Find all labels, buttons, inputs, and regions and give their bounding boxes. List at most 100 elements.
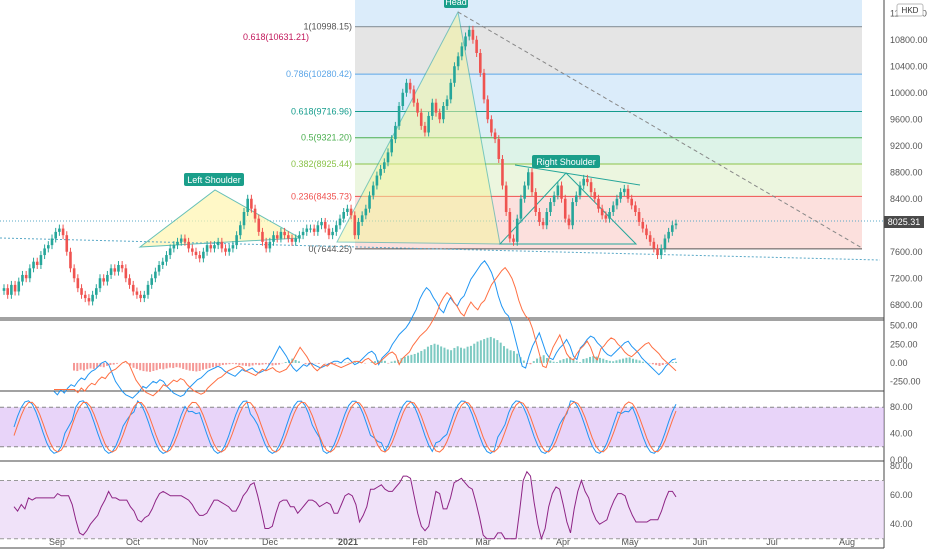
- candle-body: [394, 125, 397, 140]
- macd-hist-bar: [443, 347, 446, 363]
- price-tick-label: 7200.00: [890, 273, 923, 283]
- macd-hist-bar: [195, 362, 198, 372]
- candle-body: [290, 238, 294, 242]
- candle-body: [375, 175, 379, 186]
- macd-hist-bar: [327, 362, 330, 364]
- time-tick-label: Nov: [192, 537, 209, 547]
- shoulder-line: [514, 164, 641, 186]
- candle-body: [298, 235, 301, 239]
- candle-body: [172, 245, 176, 249]
- candle-body: [383, 162, 386, 169]
- macd-hist-bar: [225, 362, 228, 365]
- macd-hist-bar: [192, 362, 195, 372]
- macd-hist-bar: [555, 362, 558, 363]
- candle-body: [386, 152, 390, 163]
- macd-hist-bar: [456, 346, 459, 363]
- candle-body: [567, 218, 571, 226]
- price-axis: 11200.0010800.0010400.0010000.009600.009…: [890, 8, 928, 529]
- fib-level-label: 0.382(8925.44): [291, 159, 352, 169]
- macd-pane: [53, 260, 677, 399]
- candle-body: [593, 192, 597, 199]
- candle-body: [246, 198, 249, 212]
- macd-hist-bar: [142, 362, 145, 372]
- macd-hist-bar: [393, 360, 396, 363]
- candle-body: [434, 102, 438, 113]
- candle-body: [490, 119, 493, 133]
- macd-hist-bar: [215, 362, 218, 367]
- macd-hist-bar: [522, 360, 525, 363]
- macd-hist-bar: [532, 361, 535, 363]
- fib-level-label: 0.236(8435.73): [291, 191, 352, 201]
- candle-body: [6, 288, 9, 295]
- stoch-tick-label: 0.00: [890, 455, 908, 465]
- macd-hist-bar: [430, 344, 433, 363]
- currency-badge[interactable]: HKD: [896, 3, 924, 17]
- candle-body: [608, 212, 611, 219]
- candle-body: [442, 106, 445, 120]
- candle-body: [397, 106, 401, 126]
- macd-hist-bar: [512, 351, 515, 363]
- macd-hist-bar: [605, 360, 608, 363]
- candle-body: [360, 215, 364, 222]
- macd-hist-bar: [479, 340, 482, 363]
- candle-body: [645, 228, 648, 236]
- macd-hist-bar: [529, 362, 532, 365]
- candle-body: [449, 82, 453, 100]
- candle-body: [623, 188, 626, 193]
- candle-body: [279, 231, 283, 239]
- pattern-badge: [444, 0, 468, 8]
- candle-body: [183, 238, 187, 242]
- candle-body: [168, 248, 172, 256]
- candle-body: [13, 284, 17, 292]
- macd-hist-bar: [579, 362, 582, 363]
- candle-body: [390, 139, 393, 153]
- candle-body: [501, 159, 504, 186]
- candle-body: [615, 198, 619, 206]
- candle-body: [471, 29, 475, 40]
- candle-body: [135, 291, 139, 295]
- macd-hist-bar: [159, 362, 161, 369]
- macd-hist-bar: [238, 362, 241, 366]
- candle-body: [634, 205, 637, 212]
- candle-body: [109, 268, 113, 275]
- candle-body: [21, 274, 24, 282]
- candle-body: [294, 238, 297, 242]
- candle-body: [128, 278, 131, 285]
- macd-hist-bar: [248, 362, 251, 367]
- macd-hist-bar: [182, 362, 185, 369]
- candle-body: [416, 102, 419, 113]
- macd-tick-label: 500.00: [890, 321, 918, 331]
- candle-body: [534, 192, 537, 212]
- macd-hist-bar: [245, 362, 247, 366]
- time-axis: Sep Oct Nov Dec 2021 Feb Mar Apr May Jun Jul Aug: [49, 537, 855, 547]
- macd-hist-bar: [658, 362, 661, 366]
- candle-body: [131, 284, 135, 292]
- macd-hist-bar: [317, 362, 320, 364]
- candle-body: [120, 265, 124, 269]
- macd-hist-bar: [241, 362, 244, 366]
- time-tick-label: Apr: [556, 537, 570, 547]
- macd-hist-bar: [116, 362, 118, 364]
- candle-body: [515, 218, 519, 242]
- macd-hist-bar: [423, 349, 426, 363]
- macd-hist-bar: [407, 355, 410, 363]
- pattern-badge: [184, 173, 244, 186]
- fib-level-label: 1(10998.15): [303, 22, 352, 32]
- macd-hist-bar: [625, 357, 628, 363]
- candle-body: [445, 99, 449, 106]
- macd-hist-bar: [582, 358, 585, 363]
- candle-body: [235, 235, 238, 246]
- macd-hist-bar: [608, 360, 611, 363]
- macd-hist-bar: [152, 362, 155, 371]
- macd-hist-bar: [565, 358, 568, 363]
- macd-hist-bar: [598, 357, 601, 363]
- macd-hist-bar: [165, 362, 168, 369]
- price-tick-label: 10000.00: [890, 88, 928, 98]
- time-tick-label: Feb: [412, 537, 428, 547]
- candle-body: [427, 115, 430, 133]
- candle-body: [320, 221, 323, 226]
- candle-body: [346, 208, 349, 212]
- candle-body: [589, 182, 593, 193]
- candle-body: [35, 261, 39, 265]
